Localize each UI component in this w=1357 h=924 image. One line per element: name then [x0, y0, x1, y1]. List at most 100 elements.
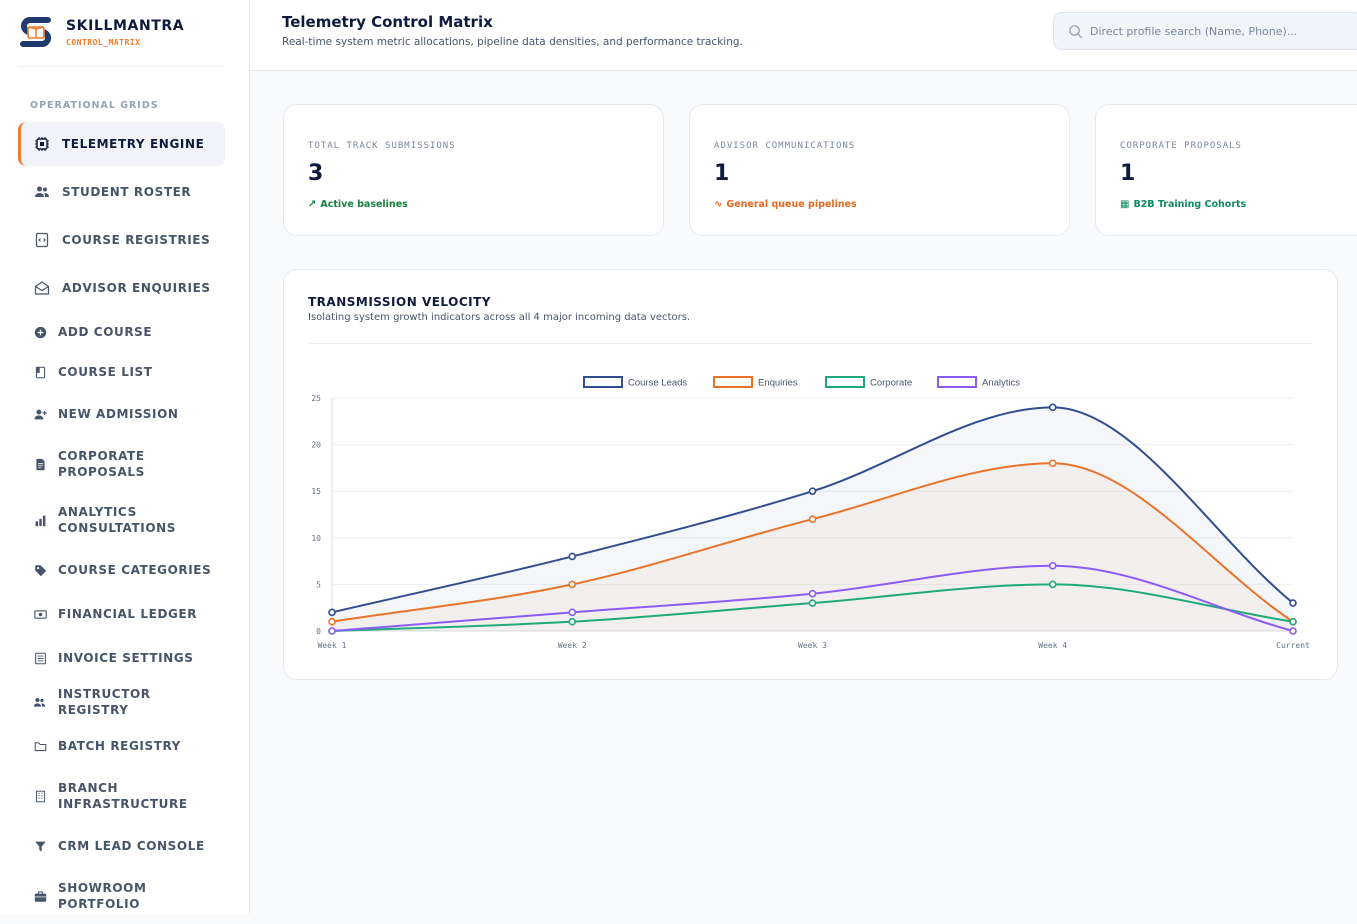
folder-icon [32, 736, 48, 756]
data-point [808, 487, 817, 495]
briefcase-icon [32, 886, 48, 906]
tag-icon [32, 560, 48, 580]
sidebar-item-invoice-settings[interactable]: INVOICE SETTINGS [18, 638, 225, 678]
mail-open-icon [32, 278, 52, 298]
page-subtitle: Real-time system metric allocations, pip… [282, 36, 743, 48]
sidebar-item-label: COURSE CATEGORIES [58, 563, 212, 577]
x-tick-label: Current [1276, 641, 1310, 650]
sidebar-item-course-registries[interactable]: COURSE REGISTRIES [18, 218, 225, 262]
chart-title: TRANSMISSION VELOCITY [308, 295, 491, 309]
legend-swatch [937, 376, 977, 388]
users-icon [32, 182, 52, 202]
plus-circle-icon [32, 322, 48, 342]
data-point [808, 589, 817, 598]
series-area-1 [332, 463, 1293, 631]
stat-card-submissions: TOTAL TRACK SUBMISSIONS 3 ↗ Active basel… [283, 104, 664, 236]
sidebar-item-course-categories[interactable]: COURSE CATEGORIES [18, 550, 225, 590]
sidebar-item-advisor-enquiries[interactable]: ADVISOR ENQUIRIES [18, 266, 225, 310]
stat-value: 1 [714, 161, 730, 186]
document-icon [32, 454, 48, 474]
sidebar-item-label: BRANCH INFRASTRUCTURE [58, 781, 188, 811]
stat-note: ▦ B2B Training Cohorts [1120, 199, 1246, 210]
stat-note: ↗ Active baselines [308, 199, 408, 210]
stat-card-advisor: ADVISOR COMMUNICATIONS 1 ∿ General queue… [689, 104, 1070, 236]
legend-label: Course Leads [628, 378, 687, 389]
stat-note-text: General queue pipelines [726, 199, 857, 210]
sidebar-item-financial-ledger[interactable]: FINANCIAL LEDGER [18, 594, 225, 634]
sidebar-item-corporate-proposals[interactable]: CORPORATE PROPOSALS [18, 436, 225, 492]
sidebar-item-branch-infrastructure[interactable]: BRANCH INFRASTRUCTURE [18, 768, 225, 824]
x-tick-label: Week 2 [558, 641, 587, 650]
stat-value: 1 [1120, 161, 1136, 186]
data-point [568, 608, 577, 617]
y-tick-label: 15 [311, 487, 321, 496]
cpu-icon [32, 134, 52, 154]
sidebar: SKILLMANTRA CONTROL_MATRIX OPERATIONAL G… [0, 0, 250, 914]
sidebar-item-label: ANALYTICS CONSULTATIONS [58, 505, 177, 535]
stat-note: ∿ General queue pipelines [714, 199, 857, 210]
sidebar-item-label: FINANCIAL LEDGER [58, 607, 198, 621]
sidebar-item-label: INSTRUCTOR REGISTRY [57, 687, 151, 717]
legend-swatch [825, 376, 865, 388]
y-tick-label: 20 [311, 441, 321, 450]
users-icon [32, 692, 48, 712]
search-icon [1069, 25, 1083, 39]
trend-up-icon: ↗ [308, 199, 317, 210]
sidebar-item-label: NEW ADMISSION [58, 407, 179, 421]
transmission-velocity-chart: 0 5 10 15 20 25 Week 1 Week 2 Week 3 Week 4 Curren… [311, 376, 1310, 650]
sidebar-item-showroom-portfolio[interactable]: SHOWROOM PORTFOLIO [18, 868, 225, 924]
x-tick-label: Week 4 [1038, 641, 1067, 650]
y-tick-label: 5 [316, 580, 321, 589]
sidebar-item-course-list[interactable]: COURSE LIST [18, 354, 225, 390]
stat-note-text: B2B Training Cohorts [1133, 199, 1247, 210]
brand-subtitle: CONTROL_MATRIX [66, 38, 141, 47]
sidebar-item-telemetry-engine[interactable]: TELEMETRY ENGINE [18, 122, 225, 166]
data-point [1048, 459, 1057, 468]
cash-icon [32, 604, 48, 624]
data-point [1048, 561, 1057, 570]
sidebar-item-analytics-consultations[interactable]: ANALYTICS CONSULTATIONS [18, 492, 225, 548]
chart-subtitle: Isolating system growth indicators acros… [308, 312, 691, 323]
sidebar-item-label: CORPORATE PROPOSALS [58, 449, 145, 479]
sidebar-item-label: ADD COURSE [58, 325, 153, 339]
sidebar-item-label: BATCH REGISTRY [58, 739, 181, 753]
sidebar-item-new-admission[interactable]: NEW ADMISSION [18, 394, 225, 434]
data-point [328, 627, 336, 635]
sidebar-item-crm-lead-console[interactable]: CRM LEAD CONSOLE [18, 826, 225, 866]
sidebar-item-student-roster[interactable]: STUDENT ROSTER [18, 170, 225, 214]
data-point [808, 599, 817, 607]
building-icon [32, 786, 48, 806]
sidebar-item-batch-registry[interactable]: BATCH REGISTRY [18, 726, 225, 766]
data-point [808, 515, 817, 523]
x-tick-label: Week 1 [318, 641, 347, 650]
stat-label: TOTAL TRACK SUBMISSIONS [308, 141, 456, 151]
y-tick-label: 25 [311, 394, 321, 403]
sidebar-item-label: SHOWROOM PORTFOLIO [58, 881, 147, 911]
data-point [1048, 580, 1057, 589]
sidebar-item-label: COURSE REGISTRIES [62, 233, 211, 247]
y-tick-label: 10 [311, 534, 321, 543]
user-plus-icon [32, 404, 48, 424]
activity-icon: ∿ [714, 199, 723, 210]
legend-label: Corporate [870, 378, 912, 389]
legend-label: Analytics [982, 378, 1020, 389]
filter-icon [32, 836, 48, 856]
book-icon [32, 362, 48, 382]
data-point [328, 617, 336, 626]
sidebar-item-add-course[interactable]: ADD COURSE [18, 314, 225, 350]
y-tick-label: 0 [316, 627, 321, 636]
data-point [1289, 599, 1297, 607]
legend-label: Enquiries [758, 378, 798, 389]
sidebar-item-instructor-registry[interactable]: INSTRUCTOR REGISTRY [18, 682, 225, 722]
brand[interactable]: SKILLMANTRA CONTROL_MATRIX [18, 14, 224, 67]
sidebar-item-label: CRM LEAD CONSOLE [58, 839, 205, 853]
stat-label: ADVISOR COMMUNICATIONS [714, 141, 856, 151]
data-point [1289, 627, 1297, 635]
search-box[interactable] [1053, 12, 1357, 50]
top-header: Telemetry Control Matrix Real-time syste… [250, 0, 1357, 71]
sidebar-item-label: COURSE LIST [58, 365, 153, 379]
stat-label: CORPORATE PROPOSALS [1120, 141, 1242, 151]
sidebar-section-label: OPERATIONAL GRIDS [30, 100, 159, 111]
invoice-icon [32, 648, 48, 668]
search-input[interactable] [1090, 13, 1350, 49]
